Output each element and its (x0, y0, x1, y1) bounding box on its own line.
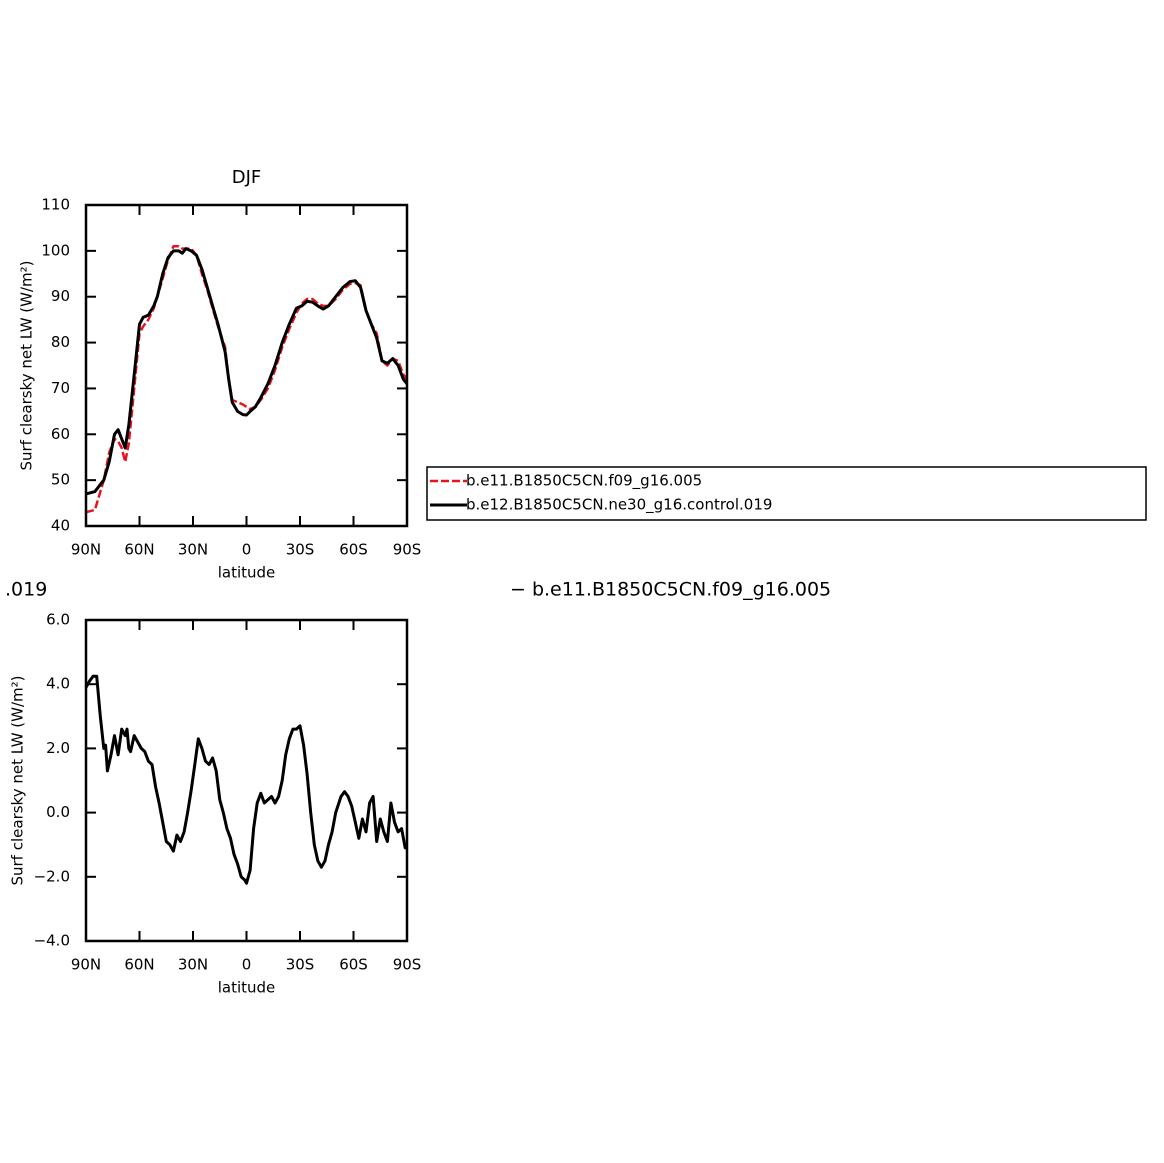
y-tick-label: 60 (51, 425, 70, 443)
plot-frame (84, 203, 409, 528)
x-tick-label: 0 (242, 541, 252, 559)
x-tick-label: 30S (286, 956, 315, 974)
y-tick-label: −2.0 (34, 867, 70, 885)
legend-box (426, 466, 1147, 521)
chart-title: DJF (232, 167, 262, 188)
y-tick-label: −4.0 (34, 932, 70, 950)
title-fragment: .019 (5, 579, 47, 601)
x-axis-label: latitude (218, 979, 276, 997)
x-tick-label: 60S (339, 956, 368, 974)
y-tick-label: 110 (41, 196, 70, 214)
y-axis-label: Surf clearsky net LW (W/m²) (18, 260, 36, 470)
plot-frame (84, 618, 409, 943)
x-tick-label: 60N (124, 956, 154, 974)
x-tick-label: 60N (124, 541, 154, 559)
data-line (85, 247, 409, 496)
data-line (84, 674, 409, 885)
x-tick-label: 60S (339, 541, 368, 559)
y-tick-label: 6.0 (46, 611, 70, 629)
y-tick-label: 0.0 (46, 803, 70, 821)
x-tick-label: 30N (178, 541, 208, 559)
y-tick-label: 70 (51, 379, 70, 397)
y-tick-label: 90 (51, 287, 70, 305)
x-tick-label: 30N (178, 956, 208, 974)
y-axis-label: Surf clearsky net LW (W/m²) (9, 675, 27, 885)
x-tick-label: 90S (393, 956, 422, 974)
legend-label: b.e12.B1850C5CN.ne30_g16.control.019 (466, 496, 772, 515)
y-tick-label: 50 (51, 471, 70, 489)
x-axis-label: latitude (218, 564, 276, 582)
x-tick-label: 30S (286, 541, 315, 559)
y-tick-label: 4.0 (46, 675, 70, 693)
title-fragment: − b.e11.B1850C5CN.f09_g16.005 (510, 579, 831, 601)
x-tick-label: 90S (393, 541, 422, 559)
x-tick-label: 0 (242, 956, 252, 974)
x-tick-label: 90N (71, 541, 101, 559)
y-tick-label: 100 (41, 241, 70, 259)
legend-label: b.e11.B1850C5CN.f09_g16.005 (466, 472, 702, 491)
y-tick-label: 80 (51, 333, 70, 351)
y-tick-label: 40 (51, 517, 70, 535)
x-tick-label: 90N (71, 956, 101, 974)
y-tick-label: 2.0 (46, 739, 70, 757)
